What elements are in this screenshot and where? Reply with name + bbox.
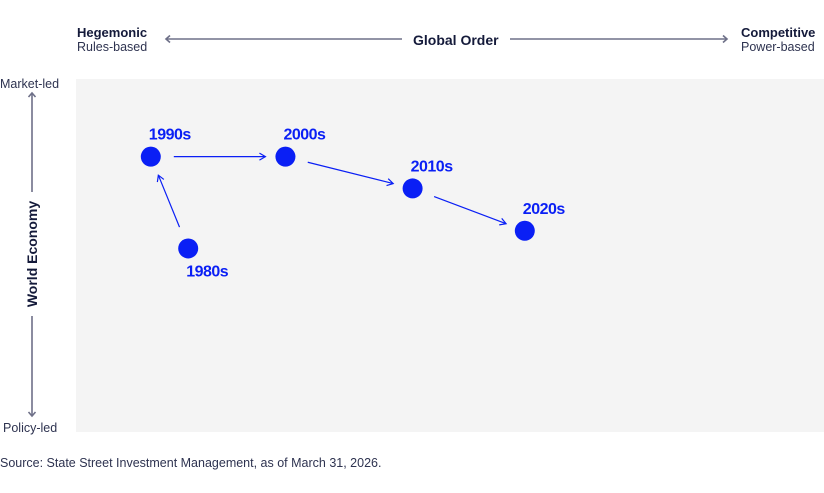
right-pole-title: Competitive: [741, 25, 816, 40]
era-label-2020s: 2020s: [523, 201, 566, 218]
plot-svg: 1980s 1990s 2000s 2010s 2020s: [140, 127, 566, 280]
era-label-2010s: 2010s: [411, 158, 454, 175]
era-point-2020s: [514, 220, 535, 241]
y-axis-bottom-label: Policy-led: [3, 421, 58, 435]
path-arrow-1980s-to-1990s: [157, 174, 181, 228]
arrowhead-icon: [386, 178, 395, 187]
era-label-2000s: 2000s: [283, 127, 326, 144]
arrowhead-icon: [156, 174, 165, 183]
x-axis-title: Global Order: [413, 32, 499, 48]
era-point-1990s: [140, 146, 161, 167]
arrowhead-icon: [499, 217, 508, 226]
arrowhead-icon: [259, 152, 267, 161]
y-axis-top-label: Market-led: [0, 77, 60, 91]
source-note: Source: State Street Investment Manageme…: [0, 456, 382, 470]
y-axis-up-arrowhead-icon: [27, 91, 37, 98]
y-axis-down-arrowhead-icon: [27, 411, 37, 418]
path-arrow-2010s-to-2020s: [433, 195, 507, 225]
left-pole-title: Hegemonic: [77, 25, 148, 40]
left-pole-subtitle: Rules-based: [77, 40, 148, 54]
x-axis-right-arrowhead-icon: [722, 34, 729, 44]
era-point-2000s: [275, 146, 296, 167]
era-point-1980s: [178, 238, 199, 259]
x-axis-left-arrowhead-icon: [164, 34, 171, 44]
era-point-2010s: [402, 178, 423, 199]
y-axis-title: World Economy: [24, 200, 40, 308]
era-label-1980s: 1980s: [186, 263, 229, 280]
path-arrow-2000s-to-2010s: [307, 161, 394, 185]
era-label-1990s: 1990s: [149, 127, 192, 144]
right-pole-subtitle: Power-based: [741, 40, 815, 54]
plot-area: 1980s 1990s 2000s 2010s 2020s: [76, 79, 824, 432]
